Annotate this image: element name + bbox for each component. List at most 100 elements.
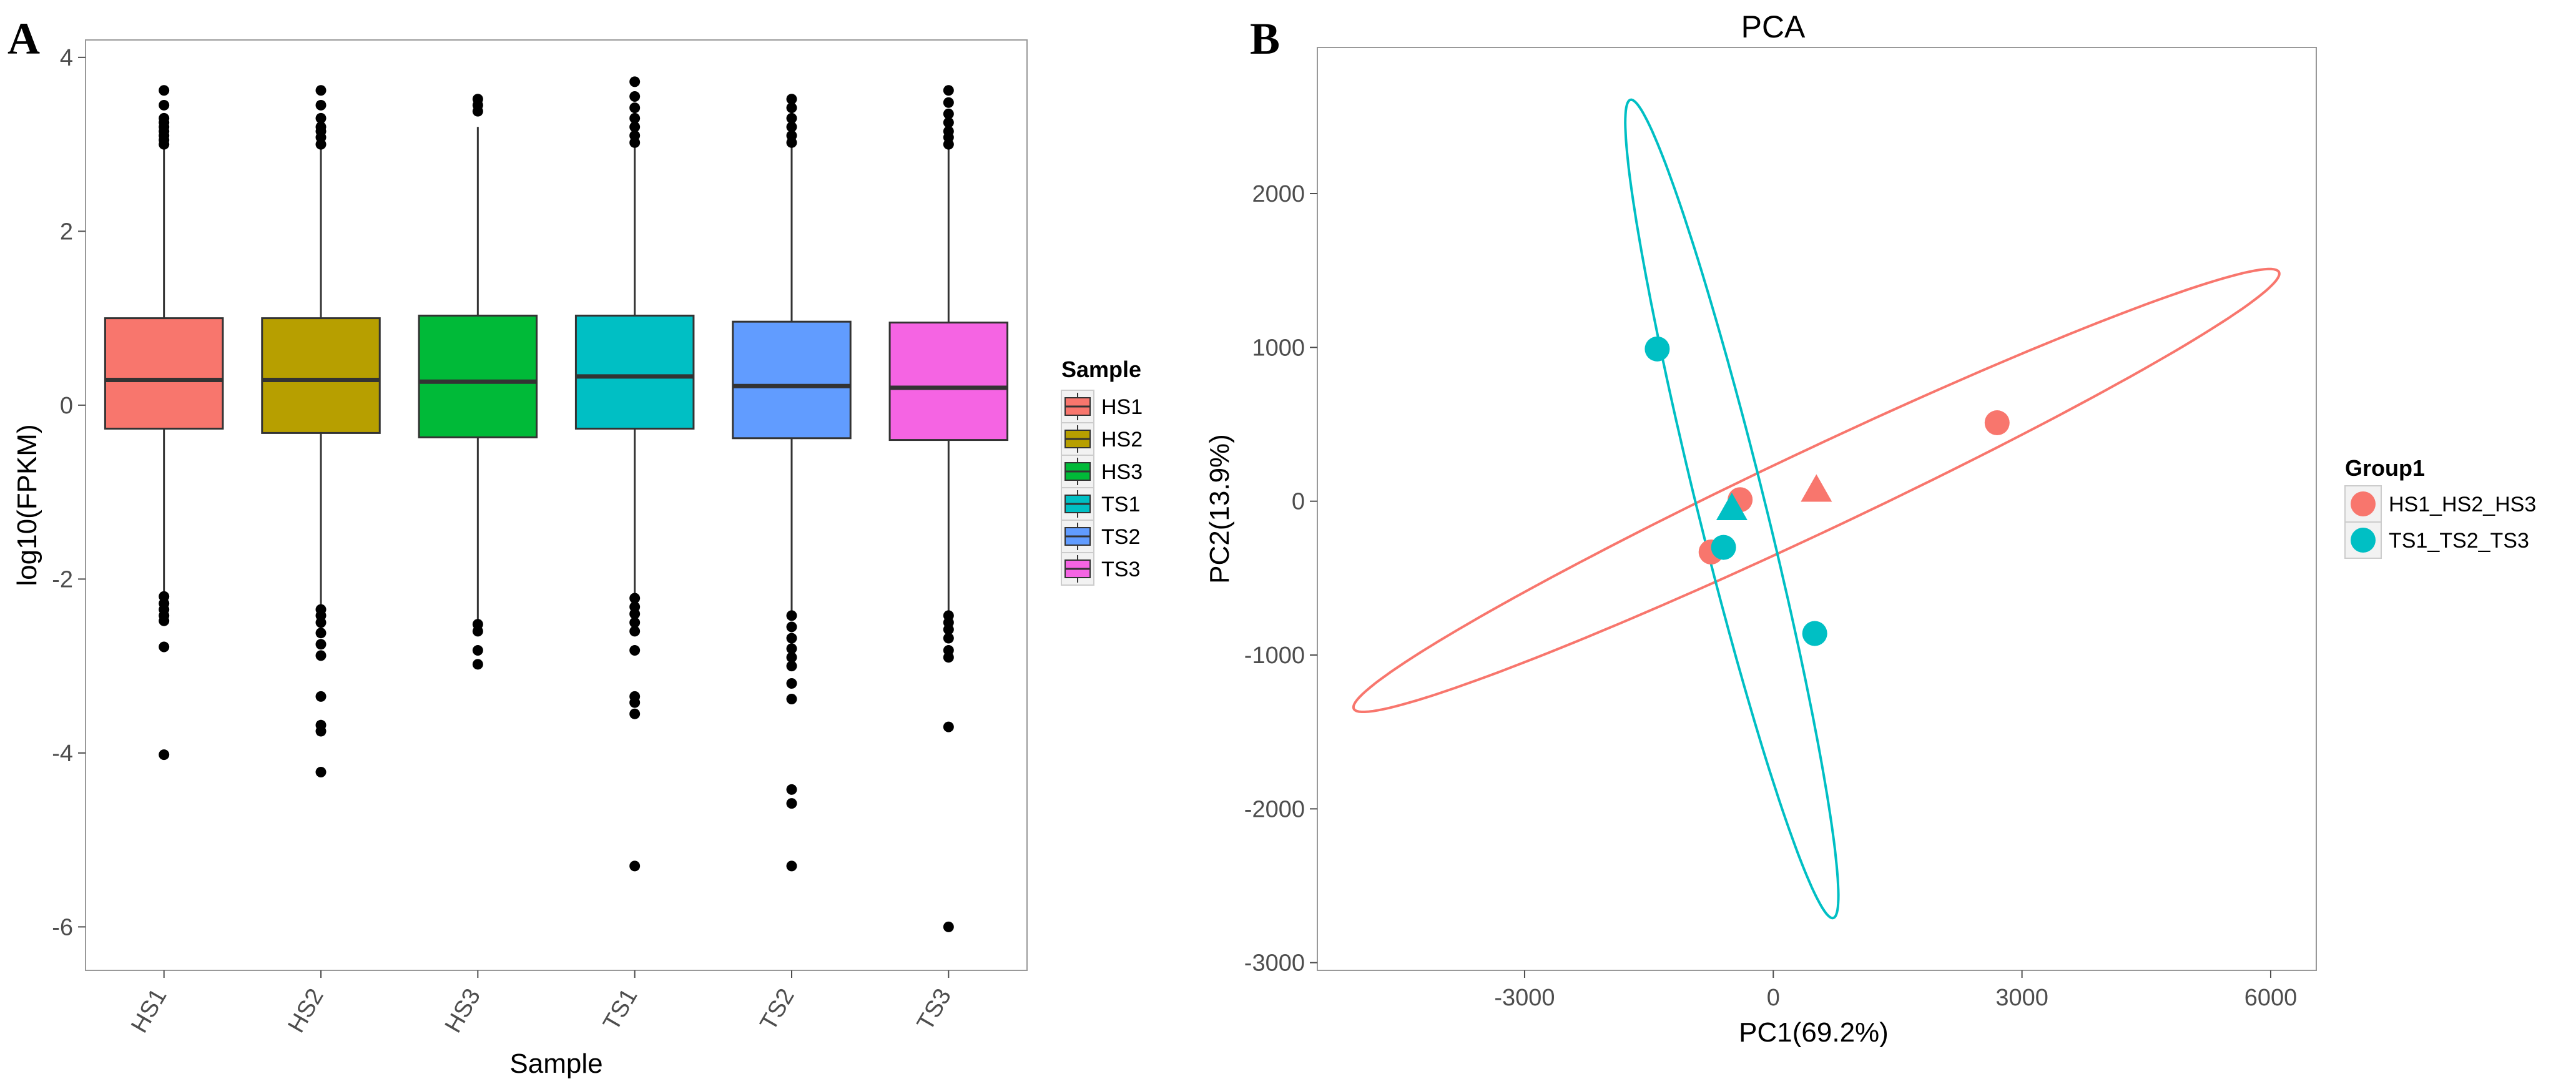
boxplot-x-tick-label: HS1 xyxy=(126,984,172,1037)
box-outlier xyxy=(629,130,641,141)
boxplot-y-axis-title: log10(FPKM) xyxy=(12,424,42,586)
box-outlier xyxy=(629,697,641,708)
box-outlier xyxy=(315,121,327,132)
box-outlier xyxy=(629,593,641,604)
box-outlier xyxy=(943,97,954,108)
boxplot-boxes xyxy=(104,76,1009,932)
box-ts3 xyxy=(888,85,1009,932)
boxplot-legend-label: HS1 xyxy=(1101,395,1143,419)
box-outlier xyxy=(472,645,483,656)
boxplot-x-axis: HS1 HS2 HS3 TS1 TS2 TS3 xyxy=(126,970,956,1037)
box-outlier xyxy=(786,860,797,872)
box-outlier xyxy=(315,650,327,661)
pca-x-tick-label: 0 xyxy=(1767,985,1780,1011)
pca-x-axis: -3000 0 3000 6000 xyxy=(1494,970,2297,1011)
boxplot-y-tick-label: -4 xyxy=(52,741,73,767)
box-outlier xyxy=(943,85,954,96)
legend-key-point xyxy=(2351,528,2376,553)
box-outlier xyxy=(315,628,327,639)
boxplot-y-tick-label: -2 xyxy=(52,566,73,593)
pca-y-tick-label: -2000 xyxy=(1244,796,1305,822)
box-outlier xyxy=(159,85,170,96)
box-outlier xyxy=(629,91,641,102)
boxplot-legend-label: TS2 xyxy=(1101,525,1140,549)
box-body xyxy=(574,314,695,430)
pca-point xyxy=(1711,535,1736,560)
pca-ellipses xyxy=(1352,98,2281,920)
box-outlier xyxy=(159,749,170,761)
pca-y-tick-label: 2000 xyxy=(1252,181,1305,207)
box-ts1 xyxy=(574,76,695,872)
pca-ellipse-ts1-ts2-ts3 xyxy=(1624,98,1840,920)
box-outlier xyxy=(315,767,327,778)
box-outlier xyxy=(943,624,954,635)
boxplot-y-tick-label: 2 xyxy=(60,219,73,245)
box-outlier xyxy=(315,726,327,737)
pca-legend-label: HS1_HS2_HS3 xyxy=(2389,493,2536,516)
boxplot-x-tick-label: TS2 xyxy=(755,984,800,1035)
box-outlier xyxy=(786,633,797,644)
pca-centroid xyxy=(1716,493,1748,520)
box-outlier xyxy=(943,126,954,137)
box-outlier xyxy=(629,626,641,637)
boxplot-y-tick-label: 0 xyxy=(60,393,73,419)
box-outlier xyxy=(786,130,797,141)
pca-point xyxy=(1644,336,1670,362)
box-outlier xyxy=(315,639,327,650)
box-outlier xyxy=(786,610,797,621)
box-outlier xyxy=(943,652,954,663)
box-outlier xyxy=(629,708,641,719)
box-body xyxy=(261,317,381,434)
pca-legend-item-ts1-ts2-ts3: TS1_TS2_TS3 xyxy=(2344,521,2529,559)
box-outlier xyxy=(629,112,641,124)
pca-point xyxy=(1802,621,1827,646)
pca-legend-label: TS1_TS2_TS3 xyxy=(2389,529,2529,553)
legend-key-point xyxy=(2351,491,2376,516)
box-outlier xyxy=(786,798,797,809)
box-outlier xyxy=(159,112,170,124)
box-outlier xyxy=(315,99,327,111)
box-body xyxy=(418,314,538,438)
boxplot-legend-label: TS3 xyxy=(1101,558,1140,581)
box-outlier xyxy=(315,617,327,628)
box-ts2 xyxy=(732,94,852,872)
pca-x-axis-title: PC1(69.2%) xyxy=(1739,1017,1889,1048)
box-outlier xyxy=(786,94,797,105)
pca-panel: B PCA -3000 -2000 -1000 0 1000 2000 -3000 0 300… xyxy=(1204,9,2536,1048)
box-outlier xyxy=(786,112,797,124)
pca-legend-title: Group1 xyxy=(2345,455,2425,481)
box-outlier xyxy=(943,921,954,932)
box-outlier xyxy=(472,94,483,105)
boxplot-legend-item-hs1: HS1 xyxy=(1061,390,1143,423)
box-body xyxy=(732,320,852,440)
box-outlier xyxy=(159,615,170,626)
boxplot-legend-item-hs2: HS2 xyxy=(1061,422,1143,456)
boxplot-legend-title: Sample xyxy=(1061,357,1141,382)
pca-x-tick-label: 6000 xyxy=(2244,985,2298,1011)
box-outlier xyxy=(629,102,641,114)
pca-legend-item-hs1-hs2-hs3: HS1_HS2_HS3 xyxy=(2344,485,2536,523)
box-outlier xyxy=(786,102,797,114)
boxplot-y-axis: -6 -4 -2 0 2 4 xyxy=(52,45,86,940)
box-outlier xyxy=(943,633,954,644)
pca-centroid xyxy=(1801,474,1832,502)
boxplot-x-tick-label: TS1 xyxy=(598,984,642,1035)
box-outlier xyxy=(943,108,954,119)
boxplot-legend-label: HS2 xyxy=(1101,428,1143,451)
box-outlier xyxy=(786,784,797,795)
pca-points xyxy=(1644,336,2010,646)
box-outlier xyxy=(786,121,797,132)
pca-point xyxy=(1984,410,2010,436)
boxplot-legend: Sample HS1 HS2 HS3 TS1 TS2 TS3 xyxy=(1061,357,1143,586)
boxplot-legend-label: HS3 xyxy=(1101,460,1143,484)
box-outlier xyxy=(786,621,797,633)
box-outlier xyxy=(786,661,797,672)
box-outlier xyxy=(159,99,170,111)
boxplot-x-tick-label: HS3 xyxy=(440,984,486,1037)
box-outlier xyxy=(943,117,954,128)
box-outlier xyxy=(472,659,483,670)
box-outlier xyxy=(629,121,641,132)
pca-y-axis: -3000 -2000 -1000 0 1000 2000 xyxy=(1244,181,1317,977)
boxplot-plot-area xyxy=(85,39,1028,971)
